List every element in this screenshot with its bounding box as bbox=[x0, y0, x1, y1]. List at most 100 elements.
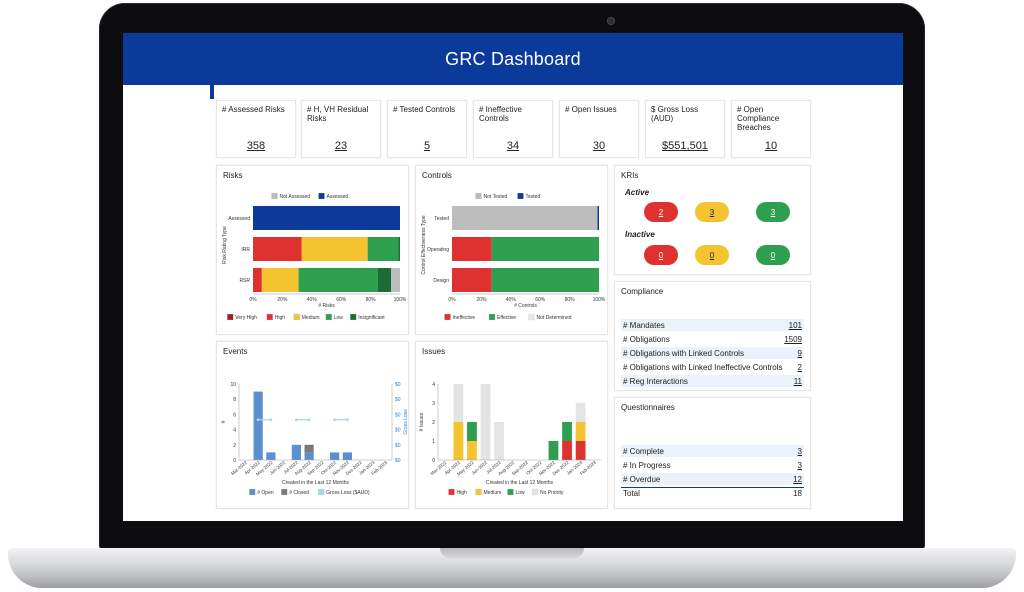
kpi-ineffective-controls[interactable]: # Ineffective Controls 34 bbox=[473, 100, 553, 158]
x-tick-label: 40% bbox=[506, 297, 517, 303]
kpi-assessed-risks[interactable]: # Assessed Risks 358 bbox=[216, 100, 296, 158]
dashboard-screen: GRC Dashboard # Assessed Risks 358 # H, … bbox=[123, 33, 903, 521]
kpi-high-residual-risks[interactable]: # H, VH Residual Risks 23 bbox=[301, 100, 381, 158]
y-axis-label: # bbox=[221, 420, 227, 423]
questionnaires-panel: Questionnaires # Complete 3 # In Progres… bbox=[614, 397, 811, 509]
panel-title: Controls bbox=[422, 171, 452, 180]
y-tick-label: 1 bbox=[432, 439, 435, 445]
kpi-value[interactable]: 358 bbox=[246, 140, 266, 152]
row-value[interactable]: 12 bbox=[793, 474, 802, 484]
compliance-row-linked-controls: # Obligations with Linked Controls 9 bbox=[621, 347, 804, 359]
kri-active-red[interactable]: 2 bbox=[644, 202, 678, 222]
y-axis-label: Risk Rating Type bbox=[222, 226, 228, 264]
legend-swatch bbox=[475, 488, 482, 496]
compliance-row-obligations: # Obligations 1509 bbox=[621, 333, 804, 345]
kpi-label: # Open Compliance Breaches bbox=[737, 105, 780, 132]
legend-label: Gross Loss ($AUD) bbox=[326, 490, 370, 496]
y-tick-label: 2 bbox=[432, 420, 435, 426]
row-label: # Obligations bbox=[623, 334, 670, 344]
gross-loss-point bbox=[294, 418, 298, 422]
bar-segment bbox=[452, 237, 492, 261]
panel-title: Compliance bbox=[621, 287, 664, 296]
kpi-compliance-breaches[interactable]: # Open Compliance Breaches 10 bbox=[731, 100, 811, 158]
category-label: IRR bbox=[241, 247, 250, 253]
y-tick-label: 2 bbox=[233, 443, 236, 449]
y-axis-label: # Issues bbox=[419, 412, 425, 431]
questionnaire-row-complete: # Complete 3 bbox=[621, 445, 804, 457]
category-label: Assessed bbox=[228, 216, 250, 222]
legend-label: Not Tested bbox=[484, 194, 508, 200]
x-tick-label: 60% bbox=[535, 297, 546, 303]
legend-label: # Closed bbox=[289, 490, 309, 496]
row-value[interactable]: 1509 bbox=[784, 334, 802, 344]
kpi-value[interactable]: 34 bbox=[506, 140, 520, 152]
kpi-value[interactable]: $551,501 bbox=[662, 140, 708, 152]
legend-swatch bbox=[507, 488, 514, 496]
bar-segment bbox=[377, 268, 392, 292]
kpi-value[interactable]: 23 bbox=[334, 140, 348, 152]
y-tick-label: 8 bbox=[233, 397, 236, 403]
row-value[interactable]: 101 bbox=[788, 320, 802, 330]
y-tick-label: 6 bbox=[233, 412, 236, 418]
x-tick-label: 80% bbox=[366, 297, 377, 303]
y-tick-label: 0 bbox=[233, 458, 236, 464]
legend-swatch bbox=[271, 192, 278, 200]
category-label: Design bbox=[433, 278, 449, 284]
legend-swatch bbox=[318, 488, 325, 496]
bar bbox=[467, 441, 477, 460]
row-value[interactable]: 9 bbox=[797, 348, 802, 358]
x-axis-label: # Controls bbox=[514, 303, 537, 309]
legend-swatch bbox=[488, 313, 496, 321]
bar bbox=[480, 384, 491, 460]
legend-label: Very High bbox=[235, 315, 257, 321]
kri-active-amber[interactable]: 3 bbox=[695, 202, 729, 222]
kpi-open-issues[interactable]: # Open Issues 30 bbox=[559, 100, 639, 158]
bar-segment bbox=[491, 237, 599, 261]
bar bbox=[453, 384, 464, 422]
y-tick-label: 4 bbox=[233, 428, 236, 434]
bar bbox=[304, 444, 314, 453]
legend-label: Low bbox=[334, 315, 344, 321]
kpi-value[interactable]: 30 bbox=[592, 140, 606, 152]
bar-segment bbox=[253, 237, 302, 261]
bar bbox=[453, 422, 464, 460]
legend-swatch bbox=[266, 313, 273, 321]
kri-inactive-red[interactable]: 0 bbox=[644, 245, 678, 265]
y-tick-label: 10 bbox=[230, 382, 236, 388]
legend-swatch bbox=[293, 313, 300, 321]
row-value[interactable]: 11 bbox=[793, 376, 802, 386]
kpi-label: # H, VH Residual Risks bbox=[307, 105, 369, 123]
controls-panel: Controls Not Tested Tested Control Effecti… bbox=[415, 165, 608, 335]
legend-swatch bbox=[528, 313, 535, 321]
kpi-tested-controls[interactable]: # Tested Controls 5 bbox=[387, 100, 467, 158]
bar bbox=[253, 391, 263, 460]
legend-label: Ineffective bbox=[453, 315, 476, 321]
kpi-value[interactable]: 5 bbox=[423, 140, 431, 152]
y-axis-label: Control Effectiveness Type bbox=[421, 215, 427, 275]
legend-label: Not Assessed bbox=[280, 194, 311, 200]
kpi-value[interactable]: 10 bbox=[764, 140, 778, 152]
category-label: Tested bbox=[434, 216, 449, 222]
legend-label: High bbox=[457, 490, 468, 496]
header-accent bbox=[210, 85, 214, 99]
row-label: # Reg Interactions bbox=[623, 376, 688, 386]
legend-swatch bbox=[318, 192, 325, 200]
legend-label: Medium bbox=[484, 490, 502, 496]
bar-segment bbox=[452, 268, 492, 292]
gross-loss-point bbox=[269, 418, 273, 422]
x-tick-label: 0% bbox=[448, 297, 456, 303]
row-value[interactable]: 2 bbox=[797, 362, 802, 372]
page-title: GRC Dashboard bbox=[445, 48, 581, 69]
kri-inactive-amber[interactable]: 0 bbox=[695, 245, 729, 265]
kri-active-green[interactable]: 3 bbox=[756, 202, 790, 222]
y-right-axis-label: Gross Loss bbox=[403, 409, 409, 435]
bar-segment bbox=[253, 206, 400, 230]
kri-inactive-green[interactable]: 0 bbox=[756, 245, 790, 265]
bar bbox=[548, 441, 559, 460]
row-value[interactable]: 3 bbox=[797, 460, 802, 470]
controls-chart: Not Tested Tested Control Effectiveness Ty… bbox=[421, 192, 606, 321]
kpi-gross-loss[interactable]: $ Gross Loss (AUD) $551,501 bbox=[645, 100, 725, 158]
bar-segment bbox=[491, 268, 599, 292]
row-value[interactable]: 3 bbox=[797, 446, 802, 456]
